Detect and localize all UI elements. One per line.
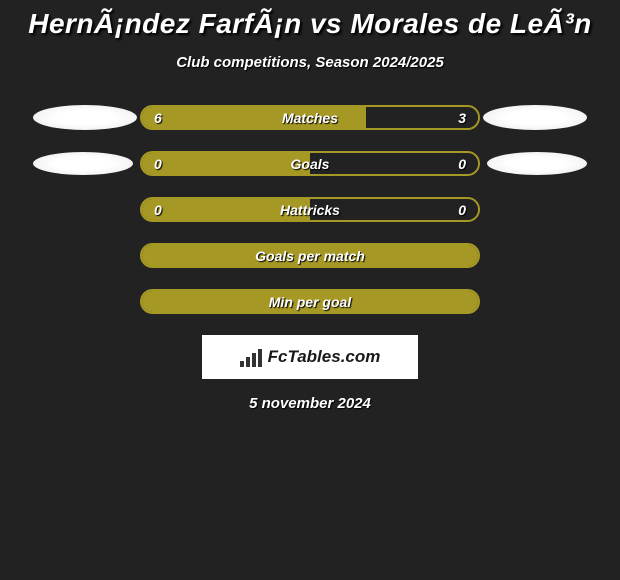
stat-row: Min per goal [0, 289, 620, 314]
right-value: 0 [446, 202, 478, 218]
avatar-slot-right [480, 105, 595, 130]
bar-left-fill: 0 [142, 153, 310, 174]
stat-bar: Min per goal [140, 289, 480, 314]
bar-left-fill [142, 291, 478, 312]
player-avatar-right [483, 105, 587, 130]
stat-bar: 63Matches [140, 105, 480, 130]
right-value: 3 [446, 110, 478, 126]
bar-right-fill: 0 [310, 199, 478, 220]
bar-right-fill: 0 [310, 153, 478, 174]
player-avatar-left [33, 152, 133, 175]
stat-bar: 00Goals [140, 151, 480, 176]
bar-left-fill: 6 [142, 107, 366, 128]
left-value: 6 [142, 110, 174, 126]
stat-row: 00Hattricks [0, 197, 620, 222]
bar-chart-icon [240, 347, 262, 367]
bar-left-fill: 0 [142, 199, 310, 220]
comparison-widget: HernÃ¡ndez FarfÃ¡n vs Morales de LeÃ³n C… [0, 0, 620, 412]
fctables-logo[interactable]: FcTables.com [202, 335, 418, 379]
page-title: HernÃ¡ndez FarfÃ¡n vs Morales de LeÃ³n [0, 8, 620, 40]
bars-list: 63Matches00Goals00HattricksGoals per mat… [0, 105, 620, 314]
subtitle: Club competitions, Season 2024/2025 [0, 54, 620, 71]
bar-left-fill [142, 245, 478, 266]
stat-bar: Goals per match [140, 243, 480, 268]
bar-right-fill: 3 [366, 107, 478, 128]
logo-text: FcTables.com [268, 347, 381, 367]
left-value: 0 [142, 156, 174, 172]
right-value: 0 [446, 156, 478, 172]
stat-row: 00Goals [0, 151, 620, 176]
player-avatar-left [33, 105, 137, 130]
avatar-slot-left [25, 152, 140, 175]
player-avatar-right [487, 152, 587, 175]
stat-bar: 00Hattricks [140, 197, 480, 222]
stat-row: 63Matches [0, 105, 620, 130]
avatar-slot-right [480, 152, 595, 175]
date-label: 5 november 2024 [0, 395, 620, 412]
stat-row: Goals per match [0, 243, 620, 268]
left-value: 0 [142, 202, 174, 218]
avatar-slot-left [25, 105, 140, 130]
